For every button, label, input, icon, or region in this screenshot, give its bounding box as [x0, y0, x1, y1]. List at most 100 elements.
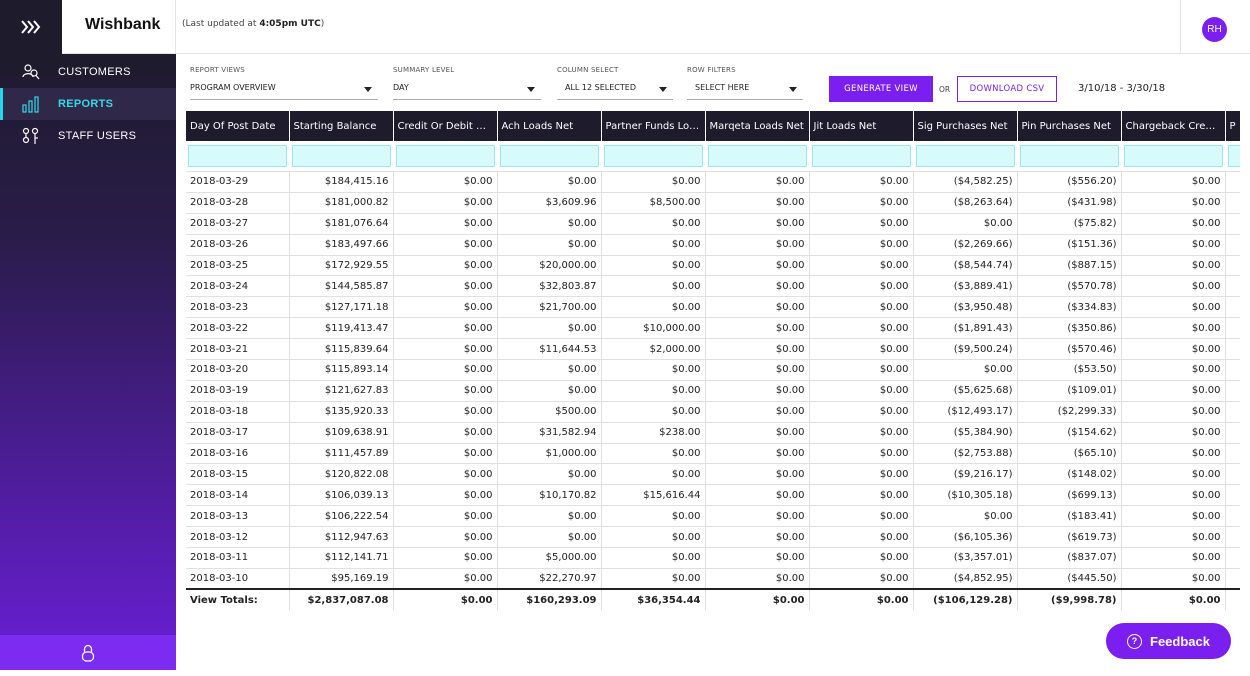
table-cell: $0.00 [1121, 296, 1226, 319]
column-filter-input[interactable] [811, 145, 911, 167]
table-cell: $0.00 [393, 275, 498, 298]
sidebar-item-label: STAFF USERS [58, 130, 137, 142]
avatar[interactable]: RH [1202, 17, 1227, 42]
table-cell: ($10,305.18) [913, 484, 1018, 507]
table-cell: $0.00 [809, 380, 914, 402]
table-cell: $0.00 [393, 422, 498, 444]
feedback-button[interactable]: ? Feedback [1106, 623, 1231, 659]
report-views-select[interactable]: PROGRAM OVERVIEW [190, 78, 378, 100]
table-row: 2018-03-23 $127,171.18 $0.00 $21,700.00 $0.0… [186, 296, 1240, 319]
summary-level-label: SUMMARY LEVEL [393, 66, 455, 74]
table-cell: $0.00 [809, 505, 914, 528]
table-cell: $183,497.66 [289, 234, 394, 256]
top-bar: Wishbank (Last updated at 4:05pm UTC) RH [0, 0, 1250, 54]
table-cell: $0.00 [705, 275, 810, 298]
logo[interactable] [0, 0, 62, 54]
table-cell: $109,638.91 [289, 422, 394, 444]
table-cell [1225, 359, 1240, 381]
table-cell: $144,585.87 [289, 275, 394, 298]
table-row: 2018-03-15 $120,822.08 $0.00 $0.00 $0.00 $0.0… [186, 463, 1240, 486]
table-cell [1225, 443, 1240, 465]
column-header[interactable]: Marqeta Loads Net [705, 111, 810, 141]
table-cell [1225, 505, 1240, 528]
column-filter-input[interactable] [1123, 145, 1223, 167]
table-cell: ($570.78) [1017, 275, 1122, 298]
sidebar-item-reports[interactable]: REPORTS [0, 88, 176, 120]
column-filter-input[interactable] [1227, 145, 1240, 167]
table-cell: $0.00 [809, 568, 914, 590]
table-cell: $0.00 [1121, 380, 1226, 402]
table-cell: ($5,384.90) [913, 422, 1018, 444]
column-header[interactable]: Day Of Post Date [186, 111, 290, 141]
table-cell: 2018-03-10 [186, 568, 290, 590]
table-row: 2018-03-10 $95,169.19 $0.00 $22,270.97 $0.00… [186, 568, 1240, 590]
table-cell: $3,609.96 [497, 192, 602, 214]
table-cell: $0.00 [1121, 255, 1226, 277]
sidebar-footer[interactable] [0, 635, 176, 670]
column-header[interactable]: Sig Purchases Net [913, 111, 1018, 141]
report-table-container[interactable]: Day Of Post Date Starting Balance Credit O… [186, 111, 1240, 630]
table-cell: ($699.13) [1017, 484, 1122, 507]
column-filter-input[interactable] [915, 145, 1015, 167]
column-filter-input[interactable] [291, 145, 391, 167]
sidebar-item-customers[interactable]: CUSTOMERS [0, 56, 176, 88]
sidebar: CUSTOMERS REPORTS STAFF USERS [0, 54, 176, 670]
column-header[interactable]: Ach Loads Net [497, 111, 602, 141]
column-header[interactable]: Partner Funds Loa... [601, 111, 706, 141]
table-cell: $106,222.54 [289, 505, 394, 528]
last-updated-prefix: (Last updated at [182, 19, 260, 29]
generate-view-button[interactable]: GENERATE VIEW [829, 76, 933, 102]
column-filter-input[interactable] [499, 145, 599, 167]
sidebar-item-staff-users[interactable]: STAFF USERS [0, 120, 176, 152]
table-cell [1225, 338, 1240, 361]
column-filter-input[interactable] [395, 145, 495, 167]
table-cell: $0.00 [601, 380, 706, 402]
column-filter-input[interactable] [188, 145, 287, 167]
table-cell: $0.00 [393, 171, 498, 193]
table-cell: $0.00 [705, 547, 810, 569]
column-header[interactable]: Pin Purchases Net [1017, 111, 1122, 141]
chevron-down-icon [527, 87, 535, 92]
table-cell: $0.00 [1121, 359, 1226, 381]
table-cell: ($334.83) [1017, 296, 1122, 319]
table-cell: $119,413.47 [289, 317, 394, 340]
table-cell: $0.00 [705, 526, 810, 549]
table-cell: $0.00 [1121, 317, 1226, 340]
table-cell: $0.00 [393, 547, 498, 569]
column-select-select[interactable]: ALL 12 SELECTED [557, 78, 673, 100]
date-range[interactable]: 3/10/18 - 3/30/18 [1078, 83, 1166, 94]
table-cell: $0.00 [809, 401, 914, 423]
table-cell: $0.00 [601, 463, 706, 486]
column-filter-input[interactable] [603, 145, 703, 167]
column-filter-input[interactable] [707, 145, 807, 167]
column-filter-input[interactable] [1019, 145, 1119, 167]
table-cell: $181,076.64 [289, 213, 394, 235]
download-csv-button[interactable]: DOWNLOAD CSV [957, 76, 1057, 102]
table-cell: $0.00 [705, 255, 810, 277]
column-header[interactable]: P [1225, 111, 1240, 141]
table-cell [1225, 484, 1240, 507]
table-cell: ($151.36) [1017, 234, 1122, 256]
totals-row: View Totals: $2,837,087.08 $0.00 $160,293.0… [186, 588, 1240, 612]
table-header-row: Day Of Post Date Starting Balance Credit O… [186, 111, 1240, 141]
table-cell: ($109.01) [1017, 380, 1122, 402]
table-cell: 2018-03-16 [186, 443, 290, 465]
table-cell: $0.00 [393, 317, 498, 340]
table-cell: $0.00 [809, 338, 914, 361]
table-row: 2018-03-29 $184,415.16 $0.00 $0.00 $0.00 $0.0… [186, 171, 1240, 193]
table-cell [1225, 526, 1240, 549]
summary-level-select[interactable]: DAY [393, 78, 541, 100]
column-header[interactable]: Starting Balance [289, 111, 394, 141]
table-cell: $0.00 [809, 359, 914, 381]
row-filters-label: ROW FILTERS [687, 66, 736, 74]
table-cell: $0.00 [497, 380, 602, 402]
column-filter-cell [1121, 141, 1226, 172]
table-cell [1225, 171, 1240, 193]
table-cell: $0.00 [393, 463, 498, 486]
column-filter-cell [705, 141, 810, 172]
column-header[interactable]: Chargeback Credits [1121, 111, 1226, 141]
column-header[interactable]: Credit Or Debit Ca... [393, 111, 498, 141]
column-header[interactable]: Jit Loads Net [809, 111, 914, 141]
row-filters-select[interactable]: SELECT HERE [687, 78, 803, 100]
row-filters-value: SELECT HERE [695, 83, 750, 92]
